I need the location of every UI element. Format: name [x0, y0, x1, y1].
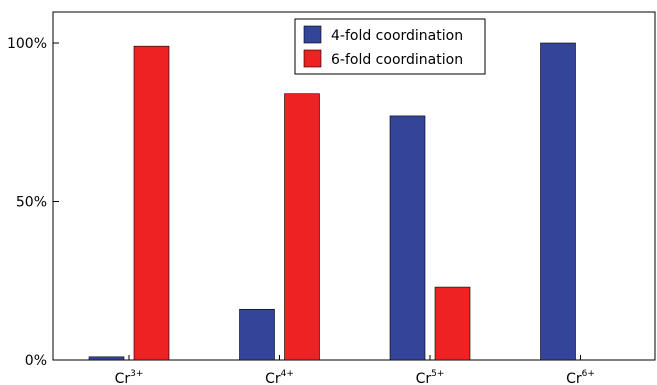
legend-swatch-six-fold	[303, 49, 322, 68]
x-tick-label-superscript: 5+	[431, 369, 444, 379]
x-tick-label-base: Cr	[566, 371, 582, 385]
y-tick-label: 100%	[7, 36, 47, 52]
x-tick-label: Cr4+	[265, 369, 294, 385]
legend-label-six-fold: 6-fold coordination	[331, 52, 463, 68]
y-axis: 0% 50% 100%	[7, 36, 59, 369]
legend: 4-fold coordination 6-fold coordination	[294, 18, 486, 75]
x-tick-label: Cr6+	[566, 369, 595, 385]
legend-swatch-four-fold	[303, 25, 322, 44]
plot-frame	[52, 11, 656, 361]
bar-six-fold-0	[133, 45, 170, 361]
bar-six-fold-1	[284, 93, 320, 361]
x-tick-label-base: Cr	[265, 371, 281, 385]
y-tick-label: 50%	[16, 195, 47, 211]
x-tick-label: Cr5+	[416, 369, 445, 385]
x-tick-label-superscript: 3+	[130, 369, 143, 379]
x-tick-label-base: Cr	[115, 371, 131, 385]
x-tick-label: Cr3+	[115, 369, 144, 385]
bar-four-fold-3	[540, 42, 576, 361]
bars-group	[88, 42, 576, 361]
legend-box	[294, 18, 486, 75]
bar-four-fold-2	[389, 115, 426, 361]
y-tick-label: 0%	[25, 353, 47, 369]
x-tick-label-base: Cr	[416, 371, 432, 385]
x-axis: Cr3+ Cr4+ Cr5+ Cr6+	[115, 355, 595, 385]
legend-label-four-fold: 4-fold coordination	[331, 28, 463, 44]
bar-four-fold-1	[239, 308, 275, 361]
bar-four-fold-0	[88, 356, 125, 361]
bar-six-fold-2	[434, 286, 471, 361]
x-tick-label-superscript: 4+	[281, 369, 294, 379]
x-tick-label-superscript: 6+	[582, 369, 595, 379]
